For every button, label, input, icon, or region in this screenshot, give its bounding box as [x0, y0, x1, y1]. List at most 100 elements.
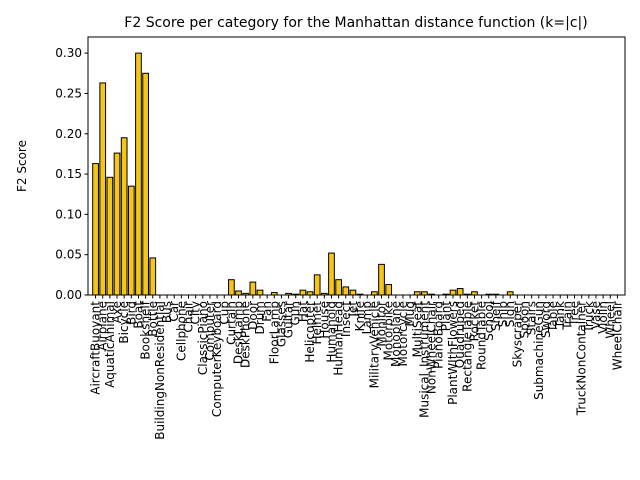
bar-2: [106, 176, 114, 296]
x-tick-label-57: Ship: [496, 301, 510, 327]
x-tick-label-63: Sword: [539, 301, 553, 338]
bar-35: [342, 286, 350, 296]
bar-50: [449, 289, 457, 296]
bar-51: [456, 288, 464, 296]
x-tick-label-19: Curtain: [224, 301, 238, 345]
x-tick-label-22: Door: [246, 301, 260, 330]
x-tick-label-23: Drum: [253, 301, 267, 334]
x-tick-label-55: School: [482, 301, 496, 341]
bar-36: [349, 289, 357, 296]
bars-group: [92, 52, 514, 296]
x-tick-label-39: MilitaryVehicle: [367, 301, 381, 388]
x-tick-label-44: Mug: [403, 301, 417, 327]
x-tick-label-9: BuildingNonResidential: [153, 301, 167, 440]
x-tick-label-56: Shelf: [489, 300, 503, 331]
x-tick-label-52: RectangleTable: [460, 301, 474, 392]
x-tick-label-10: Bus: [160, 301, 174, 323]
x-tick-label-42: Monoplane: [389, 301, 403, 367]
x-tick-label-8: Bottle: [146, 301, 160, 337]
x-tick-label-18: Cup: [217, 301, 231, 325]
y-tick-label-4: 0.20: [55, 127, 82, 141]
x-tick-label-6: Boat: [131, 301, 145, 329]
bar-34: [335, 279, 342, 296]
x-tick-label-62: SubmachineGun: [532, 301, 546, 400]
bar-41: [385, 284, 393, 296]
bar-5: [127, 185, 135, 296]
y-axis: 0.00 0.05 0.10 0.15 0.20 0.25 0.30: [55, 46, 88, 302]
x-tick-label-48: PianoBoard: [432, 301, 446, 369]
bar-20: [235, 290, 242, 296]
x-tick-label-13: Chair: [182, 301, 196, 333]
x-tick-label-50: PlantWIthFlowers: [446, 301, 460, 405]
x-tick-label-12: Cellphone: [174, 301, 188, 361]
x-tick-label-46: Musical_Instrument: [417, 301, 431, 418]
x-tick-label-4: Bicycle: [117, 301, 131, 344]
bar-1: [99, 82, 107, 296]
x-tick-label-0: AircraftBuoyant: [89, 301, 103, 395]
y-tick-label-6: 0.30: [55, 46, 82, 60]
chart-title: F2 Score per category for the Manhattan …: [124, 15, 587, 31]
y-tick-label-1: 0.05: [55, 248, 82, 262]
x-tick-label-15: ClassicPiano: [196, 301, 210, 375]
bar-19: [228, 279, 235, 296]
x-tick-label-27: Guitar: [282, 301, 296, 338]
x-tick-label-60: Spoon: [517, 301, 531, 339]
x-tick-label-41: Motorbike: [382, 301, 396, 361]
x-tick-label-26: Glasses: [274, 301, 288, 347]
y-tick-label-5: 0.25: [55, 86, 82, 100]
x-tick-label-59: Skyscraper: [510, 301, 524, 367]
x-tick-label-68: TruckNonContainer: [575, 301, 589, 416]
x-tick-label-31: Helmet: [310, 301, 324, 345]
x-tick-label-45: MultiSeat: [410, 301, 424, 358]
x-tick-label-69: Truck: [582, 301, 596, 334]
x-tick-label-29: Hat: [296, 301, 310, 322]
x-tick-label-40: Monitor: [375, 301, 389, 347]
bar-22: [249, 281, 257, 296]
bar-6: [135, 52, 142, 296]
x-tick-label-2: AquaticAnimal: [103, 301, 117, 388]
x-tick-label-43: Motorcycle: [396, 301, 410, 366]
x-tick-label-53: Rocket: [467, 301, 481, 342]
x-tick-label-21: DeskPhone: [239, 301, 253, 368]
x-tick-label-25: FloorLamp: [267, 301, 281, 364]
y-tick-label-2: 0.10: [55, 207, 82, 221]
x-tick-label-24: Fan: [260, 301, 274, 322]
x-tick-label-67: Tree: [568, 301, 582, 327]
bar-7: [142, 72, 149, 296]
x-tick-label-11: Car: [167, 301, 181, 322]
x-tick-label-38: Lamp: [360, 301, 374, 334]
x-tick-label-37: Knife: [353, 301, 367, 331]
y-axis-label: F2 Score: [15, 140, 29, 192]
x-tick-label-30: Helicopter: [303, 301, 317, 363]
x-tick-label-71: Violin: [596, 301, 610, 334]
x-tick-label-32: House: [317, 301, 331, 339]
x-tick-label-73: WheelChair: [610, 301, 624, 370]
x-tick-label-35: Insect: [339, 301, 353, 337]
x-tick-label-3: Axe: [110, 301, 124, 323]
bar-0: [92, 163, 99, 296]
x-tick-label-47: NonWheelChair: [425, 301, 439, 394]
x-tick-label-33: Humanoid: [324, 301, 338, 363]
x-tick-label-49: Plant: [439, 301, 453, 332]
x-tick-label-51: Quadruped: [453, 301, 467, 368]
bar-33: [328, 252, 335, 296]
x-tick-label-54: RoundTable: [475, 301, 489, 370]
y-tick-label-0: 0.00: [55, 288, 82, 302]
bar-4: [120, 137, 128, 296]
x-tick-label-36: Jet: [346, 301, 360, 318]
x-axis: AircraftBuoyantAirplaneAquaticAnimalAxeB…: [89, 295, 624, 440]
bar-29: [299, 289, 307, 296]
x-tick-label-64: Table: [546, 301, 560, 333]
bar-8: [149, 257, 157, 296]
x-tick-label-61: Stairs: [525, 301, 539, 335]
x-tick-label-17: ComputerKeyboard: [210, 301, 224, 417]
bar-31: [313, 274, 321, 296]
x-tick-label-66: Train: [560, 301, 574, 331]
x-tick-label-20: DeskLamp: [232, 301, 246, 364]
bar-23: [256, 289, 264, 296]
x-tick-label-58: Sign: [503, 301, 517, 327]
x-tick-label-28: Gun: [289, 301, 303, 326]
bar-3: [113, 152, 121, 296]
y-tick-label-3: 0.15: [55, 167, 82, 181]
